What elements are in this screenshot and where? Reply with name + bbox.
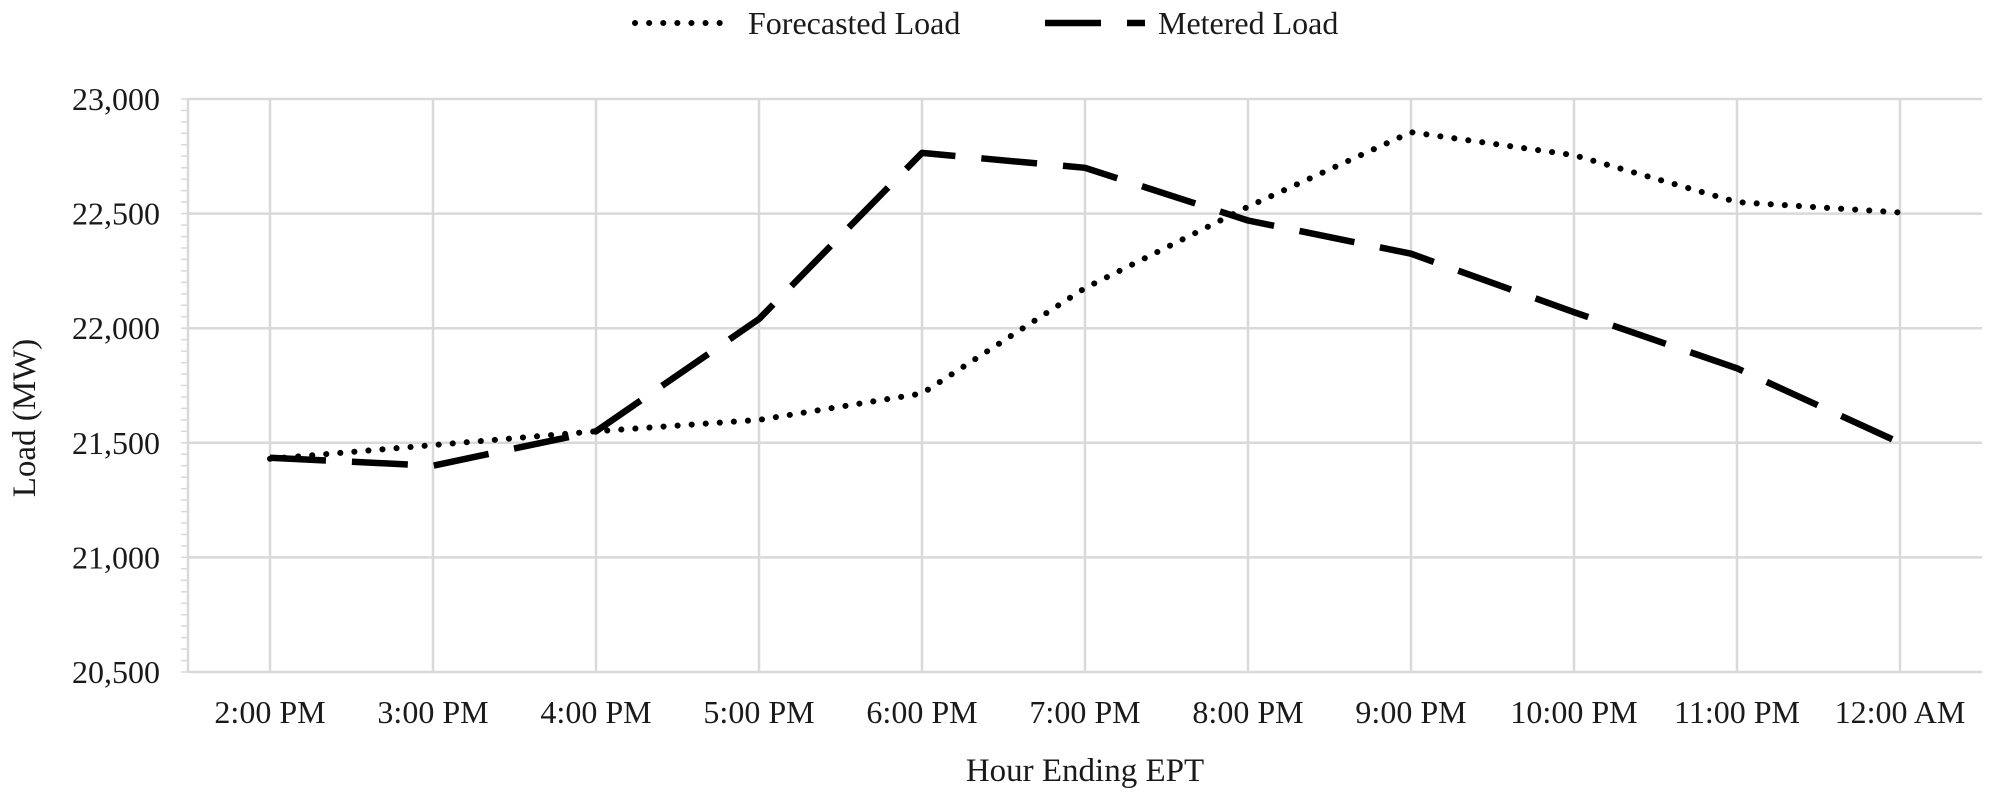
x-tick-label: 11:00 PM xyxy=(1674,694,1800,730)
y-tick-label: 21,500 xyxy=(72,425,160,461)
y-tick-label: 22,000 xyxy=(72,310,160,346)
x-tick-label: 6:00 PM xyxy=(866,694,977,730)
x-tick-label: 2:00 PM xyxy=(214,694,325,730)
y-axis-title: Load (MW) xyxy=(7,339,43,498)
y-tick-label: 22,500 xyxy=(72,196,160,232)
y-tick-label: 20,500 xyxy=(72,654,160,690)
x-tick-label: 10:00 PM xyxy=(1510,694,1637,730)
legend-label: Metered Load xyxy=(1158,5,1338,41)
x-tick-label: 8:00 PM xyxy=(1192,694,1303,730)
x-tick-label: 7:00 PM xyxy=(1029,694,1140,730)
x-tick-label: 4:00 PM xyxy=(540,694,651,730)
x-tick-label: 5:00 PM xyxy=(703,694,814,730)
y-tick-label: 23,000 xyxy=(72,81,160,117)
x-tick-label: 12:00 AM xyxy=(1835,694,1966,730)
x-axis-title: Hour Ending EPT xyxy=(966,753,1204,789)
x-tick-label: 9:00 PM xyxy=(1355,694,1466,730)
legend-label: Forecasted Load xyxy=(748,5,960,41)
x-tick-label: 3:00 PM xyxy=(377,694,488,730)
series-group xyxy=(267,129,1903,469)
axes: 20,500 21,000 21,500 22,000 22,500 23,000 2:00… xyxy=(72,81,1965,730)
series-line-metered-load xyxy=(269,149,1902,469)
grid xyxy=(188,97,1982,674)
legend: Forecasted Load Metered Load xyxy=(632,5,1338,41)
y-tick-label: 21,000 xyxy=(72,539,160,575)
